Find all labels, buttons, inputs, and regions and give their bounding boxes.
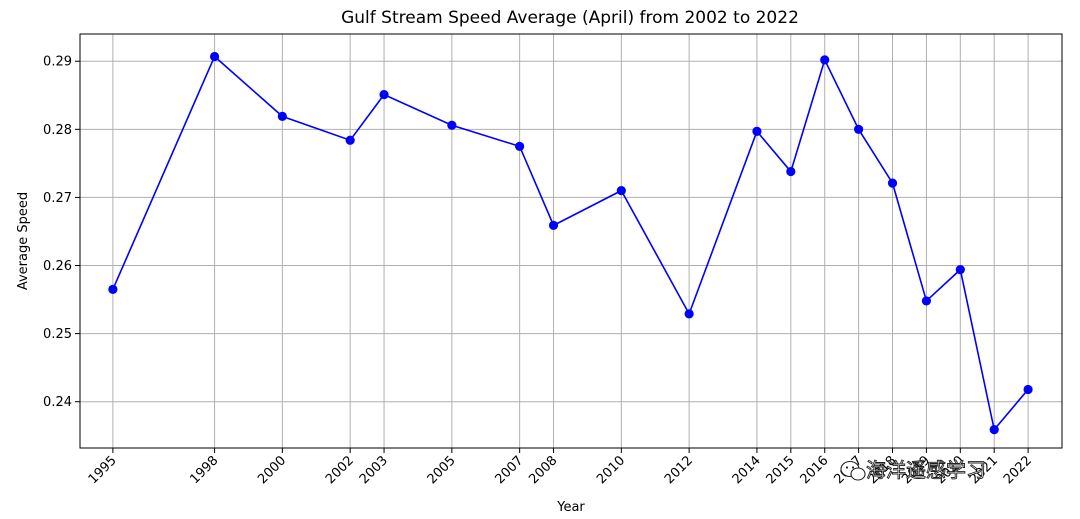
data-point: [887, 178, 898, 188]
data-point: [752, 126, 762, 136]
x-tick-label: 2012: [662, 453, 696, 487]
x-tick-label: 2003: [357, 453, 391, 487]
y-tick-label: 0.24: [43, 395, 72, 410]
x-tick-label: 2010: [594, 453, 628, 487]
y-tick-label: 0.25: [43, 327, 72, 342]
x-axis-label: Year: [556, 500, 585, 515]
y-axis-ticks: 0.24 0.25 0.26 0.27 0.28 0.29: [43, 55, 80, 410]
data-point: [447, 120, 457, 130]
x-tick-label: 2000: [255, 453, 289, 487]
data-point: [786, 166, 796, 177]
wechat-icon: [840, 460, 866, 481]
x-tick-label: 2008: [526, 453, 560, 487]
data-point: [209, 51, 220, 62]
data-point: [1023, 384, 1033, 395]
data-point: [515, 141, 525, 151]
data-point: [277, 111, 287, 121]
x-tick-label: 2007: [492, 453, 526, 487]
data-point: [955, 264, 965, 275]
y-tick-label: 0.27: [43, 191, 72, 206]
y-tick-label: 0.29: [43, 55, 72, 70]
data-point: [921, 296, 932, 306]
data-point: [108, 284, 118, 294]
data-point: [379, 90, 389, 100]
series-layer: [108, 51, 1033, 435]
x-tick-label: 2005: [425, 453, 459, 487]
data-point: [345, 135, 355, 145]
x-tick-label: 2014: [730, 453, 764, 487]
y-axis-label: Average Speed: [16, 192, 31, 290]
chart-title: Gulf Stream Speed Average (April) from 2…: [341, 8, 799, 28]
plot-area-frame: [79, 33, 1063, 449]
x-tick-label: 2015: [764, 453, 798, 487]
grid: [80, 34, 1062, 448]
data-point: [820, 55, 830, 65]
x-tick-label: 1995: [86, 453, 120, 487]
y-tick-label: 0.26: [43, 259, 72, 274]
data-point: [854, 124, 864, 134]
data-point: [684, 309, 694, 319]
data-point: [989, 425, 999, 435]
series-line: [112, 55, 1029, 432]
data-point: [616, 186, 626, 196]
x-tick-label: 2002: [323, 453, 357, 487]
watermark-text: 海洋遥感学习: [866, 458, 986, 482]
x-tick-label: 1998: [187, 453, 221, 487]
data-point: [548, 220, 559, 230]
x-tick-label: 2022: [1001, 453, 1035, 487]
x-tick-label: 2016: [798, 453, 832, 487]
watermark: 海洋遥感学习: [840, 458, 986, 482]
y-tick-label: 0.28: [43, 123, 72, 138]
